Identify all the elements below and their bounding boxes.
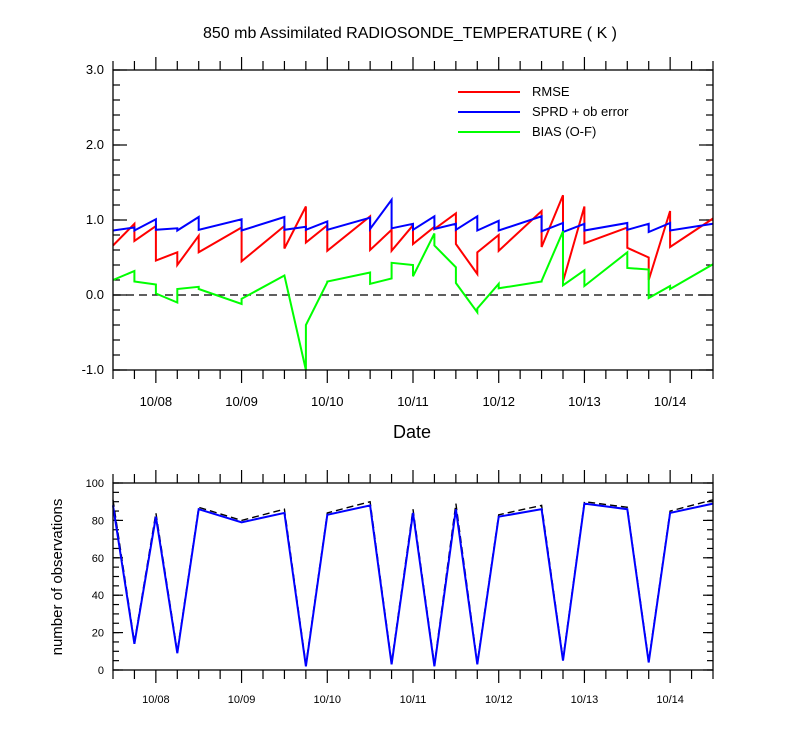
y-tick-label: 20	[92, 628, 104, 640]
y-tick-label: -1.0	[82, 362, 104, 377]
series-line-obs-assimilated	[112, 502, 714, 667]
rmse-plot-frame	[112, 69, 714, 371]
x-tick-label: 10/13	[568, 394, 601, 409]
series-line-sprd-ob-error	[112, 196, 714, 234]
series-line-bias-o-f	[112, 230, 714, 371]
legend-label-1: SPRD + ob error	[532, 104, 629, 119]
y-tick-label: 3.0	[86, 62, 104, 77]
y-tick-label: 100	[86, 478, 104, 490]
rmse-plot-area: -1.0 0.0 1.0 2.0 3.0 10/08 10/09 10/10 10/11 10/1…	[82, 57, 714, 409]
legend-label-2: BIAS (O-F)	[532, 124, 596, 139]
chart-title: 850 mb Assimilated RADIOSONDE_TEMPERATUR…	[203, 25, 617, 42]
x-tick-label: 10/10	[311, 394, 344, 409]
observations-chart: 0 20 40 60 80 100 10/08 10/09 10/10 10/11 10/12 10/…	[49, 470, 714, 706]
x-tick-label: 10/09	[225, 394, 258, 409]
x-tick-label: 10/11	[397, 394, 429, 409]
legend-label-0: RMSE	[532, 84, 570, 99]
series-line-obs-possible	[112, 499, 714, 665]
observations-plot-frame	[112, 482, 714, 671]
x-tick-label: 10/12	[482, 394, 515, 409]
rmse-chart: 850 mb Assimilated RADIOSONDE_TEMPERATUR…	[82, 25, 714, 442]
y-tick-label: 40	[92, 590, 104, 602]
x-tick-label: 10/14	[654, 394, 687, 409]
x-axis-label: Date	[393, 422, 431, 442]
observations-plot-area: 0 20 40 60 80 100 10/08 10/09 10/10 10/11 10/12 10/…	[86, 470, 714, 706]
x-tick-label: 10/08	[142, 694, 170, 706]
legend: RMSE SPRD + ob error BIAS (O-F)	[458, 84, 629, 139]
x-tick-label: 10/09	[228, 694, 256, 706]
y-tick-label: 1.0	[86, 212, 104, 227]
y-tick-label: 60	[92, 553, 104, 565]
x-tick-label: 10/12	[485, 694, 513, 706]
y-tick-label: 2.0	[86, 137, 104, 152]
x-tick-label: 10/13	[571, 694, 599, 706]
x-tick-label: 10/10	[314, 694, 342, 706]
y-tick-label: 0	[98, 665, 104, 677]
series-line-rmse	[112, 194, 714, 282]
x-tick-label: 10/08	[140, 394, 173, 409]
x-tick-label: 10/11	[400, 694, 427, 706]
x-tick-label: 10/14	[656, 694, 684, 706]
y-tick-label: 80	[92, 515, 104, 527]
y-tick-label: 0.0	[86, 287, 104, 302]
y-axis-label-observations: number of observations	[49, 499, 66, 656]
